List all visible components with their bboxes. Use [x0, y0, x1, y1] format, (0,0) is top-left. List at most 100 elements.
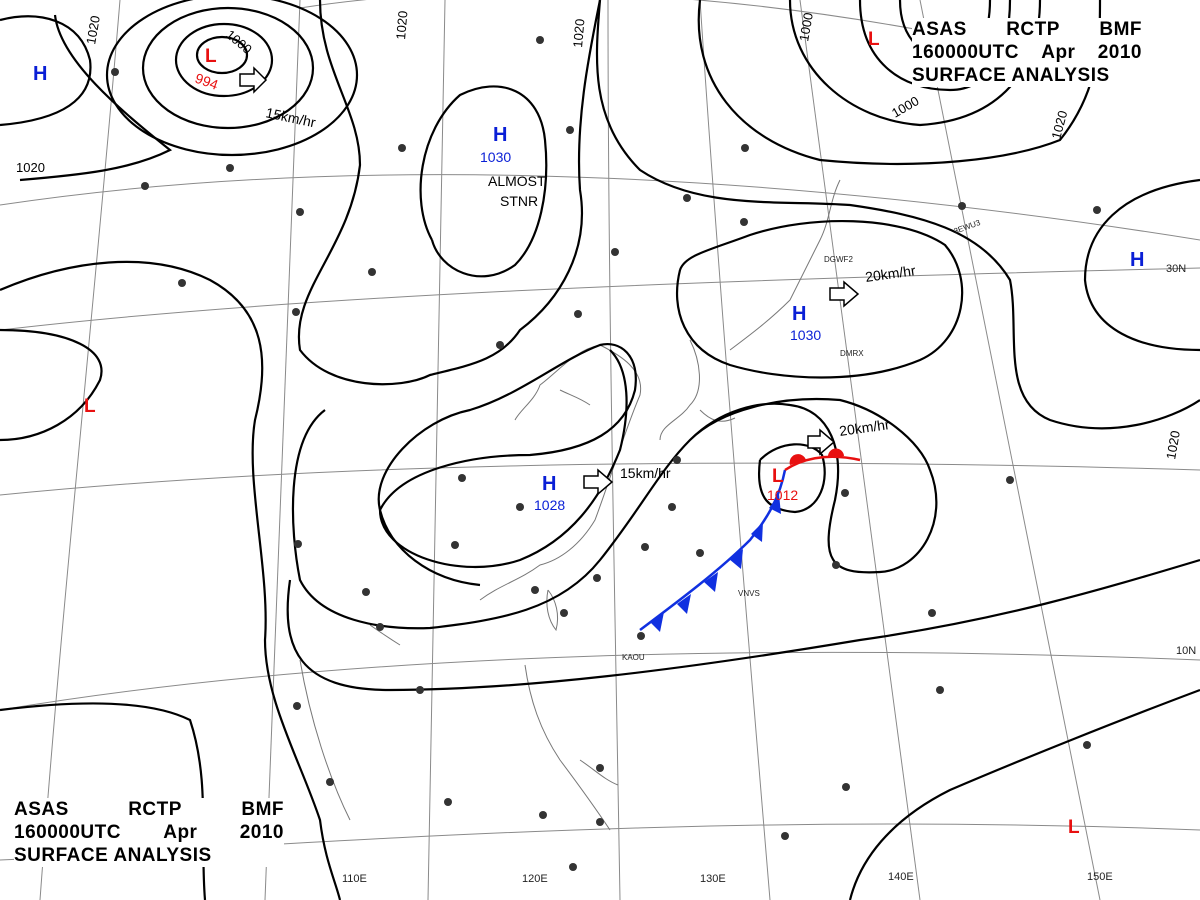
korea-coastline [659, 339, 700, 441]
high-center-value: 1028 [534, 497, 565, 513]
meridian-line [39, 0, 121, 900]
low-center-value: 994 [193, 70, 221, 93]
chart-header-bottom: ASAS RCTP BMF 160000UTC Apr 2010 SURFACE… [14, 798, 284, 867]
low-center-value: 1012 [767, 487, 798, 503]
low-center-symbol: L [772, 466, 784, 487]
isobar-south-east [848, 688, 1200, 900]
isobar [195, 35, 249, 75]
isobar-label: 1020 [393, 10, 410, 40]
longitude-label: 120E [522, 873, 548, 885]
high-center-value: 1030 [480, 149, 511, 165]
isobar-h-east [1083, 178, 1200, 352]
isobar [174, 22, 274, 98]
chart-header-top: ASAS RCTP BMF 160000UTC Apr 2010 SURFACE… [912, 18, 1142, 87]
motion-arrow [583, 468, 614, 496]
isobar-h1030-north [419, 85, 548, 278]
china-coastline [479, 344, 642, 601]
isobar-label: 1000 [223, 27, 255, 57]
motion-arrow [829, 280, 860, 308]
latitude-label: 30N [1166, 263, 1186, 275]
meridian-line [799, 0, 921, 900]
isobar-label: 1020 [16, 160, 45, 175]
station-code: VNVS [738, 589, 760, 598]
header-month: Apr [1041, 42, 1076, 63]
taiwan-coastline [546, 589, 559, 632]
cold-front [639, 469, 787, 631]
meridian-line [264, 0, 301, 900]
parallel-line [0, 174, 1200, 241]
isobar-label: 1020 [83, 14, 103, 45]
philippines-coastline [524, 664, 611, 831]
motion-label: 20km/hr [864, 262, 917, 285]
isobar [105, 0, 359, 157]
low-center-symbol: L [868, 29, 880, 50]
isobar-south-arc [286, 558, 1200, 692]
isobar-label: 1020 [1048, 109, 1070, 141]
header-code: BMF [241, 799, 284, 820]
isobar-h1030-japan [676, 219, 964, 379]
longitude-label: 130E [700, 873, 726, 885]
station-code: DMRX [840, 349, 864, 358]
motion-label: 20km/hr [838, 416, 891, 439]
latitude-label: 10N [1176, 645, 1196, 657]
isobar-h1028-inner [378, 349, 628, 569]
isobar-label: 1020 [570, 18, 587, 48]
fronts [639, 448, 861, 632]
parallel-line [0, 267, 1200, 331]
header-line-3: SURFACE ANALYSIS [912, 64, 1142, 87]
header-year: 2010 [1097, 42, 1142, 63]
high-center-symbol: H [493, 124, 507, 146]
stationary-note: STNR [500, 193, 538, 209]
high-center-symbol: H [33, 63, 47, 85]
meridian-line [919, 0, 1101, 900]
header-time: 160000UTC [14, 822, 121, 843]
warm-front-semicircles [789, 448, 844, 465]
coastlines [299, 179, 841, 831]
header-title: SURFACE ANALYSIS [14, 845, 212, 866]
isobar-1020-east [595, 0, 1200, 430]
meridian-line [699, 0, 771, 900]
isobar-1020-west-big [297, 0, 602, 386]
motion-arrows [239, 66, 860, 496]
isobar-1020-central-china [291, 397, 938, 630]
station-codes: DGWF2 DMRX KAOU VNVS 3EWU3 [622, 218, 982, 662]
station-code: DGWF2 [824, 255, 853, 264]
longitude-labels: 110E 120E 130E 140E 150E [342, 871, 1113, 885]
isobar-west-low [0, 328, 103, 442]
header-time: 160000UTC [912, 42, 1019, 63]
header-station: RCTP [1006, 19, 1060, 40]
high-center-value: 1030 [790, 327, 821, 343]
motion-arrow [807, 428, 836, 456]
longitude-label: 150E [1087, 871, 1113, 883]
low-center-symbol: L [1068, 817, 1080, 838]
parallel-line [0, 462, 1200, 496]
pressure-centers: L 994 H 1030 H 1030 H 1028 L 1012 H H L … [33, 29, 1144, 838]
isobar-label: 1000 [796, 11, 816, 42]
meridian-line [607, 0, 621, 900]
header-line-2: 160000UTC Apr 2010 [912, 41, 1142, 64]
isobar-1020-west-lower [0, 260, 342, 900]
isobar-h1028 [377, 342, 637, 587]
parallel-line [299, 0, 921, 31]
header-title: SURFACE ANALYSIS [912, 65, 1110, 86]
isobar-label: 1020 [1163, 429, 1183, 460]
hainan-coastline [369, 624, 401, 646]
motion-label: 15km/hr [620, 465, 671, 481]
header-source: ASAS [14, 799, 69, 820]
isobar-label: 1000 [889, 93, 922, 120]
meridian-line [427, 0, 446, 900]
japan-coastline [729, 179, 841, 351]
header-line-2: 160000UTC Apr 2010 [14, 821, 284, 844]
motion-label: 15km/hr [264, 104, 317, 130]
station-code: KAOU [622, 653, 645, 662]
header-year: 2010 [239, 822, 284, 843]
header-station: RCTP [128, 799, 182, 820]
header-line-3: SURFACE ANALYSIS [14, 844, 284, 867]
station-code: 3EWU3 [953, 218, 982, 236]
low-center-symbol: L [84, 396, 96, 417]
header-code: BMF [1099, 19, 1142, 40]
station-plots [111, 36, 1101, 871]
